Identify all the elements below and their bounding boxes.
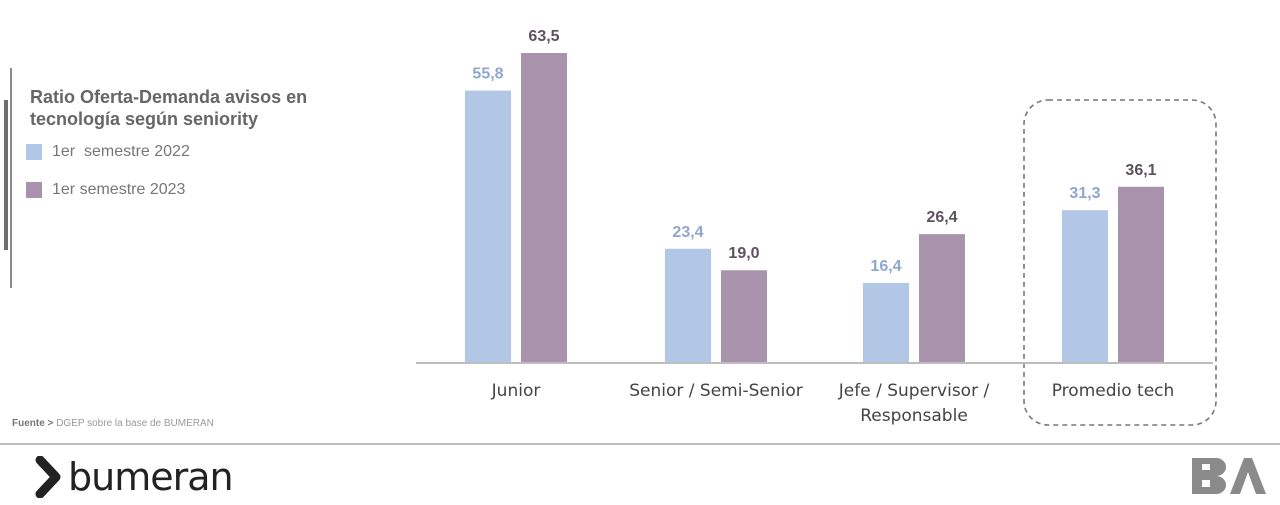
highlight-box <box>1023 99 1217 426</box>
bar-2023-3 <box>1118 186 1164 363</box>
category-label: Jefe / Supervisor / <box>838 381 990 401</box>
data-label: 55,8 <box>472 66 503 83</box>
legend-label-2022: 1er semestre 2022 <box>52 143 190 160</box>
bar-2023-1 <box>721 270 767 363</box>
bar-chart: 55,8 23,4 16,4 31,3 63,5 19,0 26,4 36,1 Junior Se… <box>416 28 1217 426</box>
legend-swatch-2022 <box>26 144 42 160</box>
chevron-right-icon <box>35 456 61 498</box>
data-label: 16,4 <box>870 258 901 275</box>
category-label: Responsable <box>860 406 968 426</box>
data-label: 31,3 <box>1069 185 1100 202</box>
legend-title-line1: Ratio Oferta-Demanda avisos en <box>30 87 308 107</box>
source-note: Fuente > DGEP sobre la base de BUMERAN <box>12 418 214 429</box>
bar-2023-2 <box>919 234 965 363</box>
category-label: Junior <box>491 381 541 401</box>
ba-logo-icon <box>1192 458 1266 494</box>
legend-label-2023: 1er semestre 2023 <box>52 181 186 198</box>
brand-name: bumeran <box>68 455 234 499</box>
source-text: DGEP sobre la base de BUMERAN <box>56 418 214 429</box>
data-label: 19,0 <box>728 245 759 262</box>
legend-swatch-2023 <box>26 182 42 198</box>
left-accent-bar <box>4 100 8 250</box>
legend-item-2022: 1er semestre 2022 <box>26 143 190 161</box>
left-accent-line <box>10 68 12 288</box>
bar-2022-3 <box>1062 210 1108 363</box>
legend-title: Ratio Oferta-Demanda avisos en tecnologí… <box>30 86 350 130</box>
legend-item-2023: 1er semestre 2023 <box>26 181 185 199</box>
bar-2022-2 <box>863 282 909 363</box>
bar-2022-1 <box>665 248 711 363</box>
source-prefix: Fuente > <box>12 418 54 429</box>
data-label: 36,1 <box>1125 162 1156 179</box>
category-label: Senior / Semi-Senior <box>629 381 802 401</box>
category-label: Promedio tech <box>1052 381 1175 401</box>
bar-2022-0 <box>465 90 511 364</box>
data-label: 26,4 <box>926 209 957 226</box>
data-label: 23,4 <box>672 224 703 241</box>
footer-divider <box>0 443 1280 445</box>
data-label: 63,5 <box>528 28 559 45</box>
bar-2023-0 <box>521 53 567 363</box>
legend-title-line2: tecnología según seniority <box>30 109 259 129</box>
bumeran-logo: bumeran <box>34 455 234 499</box>
